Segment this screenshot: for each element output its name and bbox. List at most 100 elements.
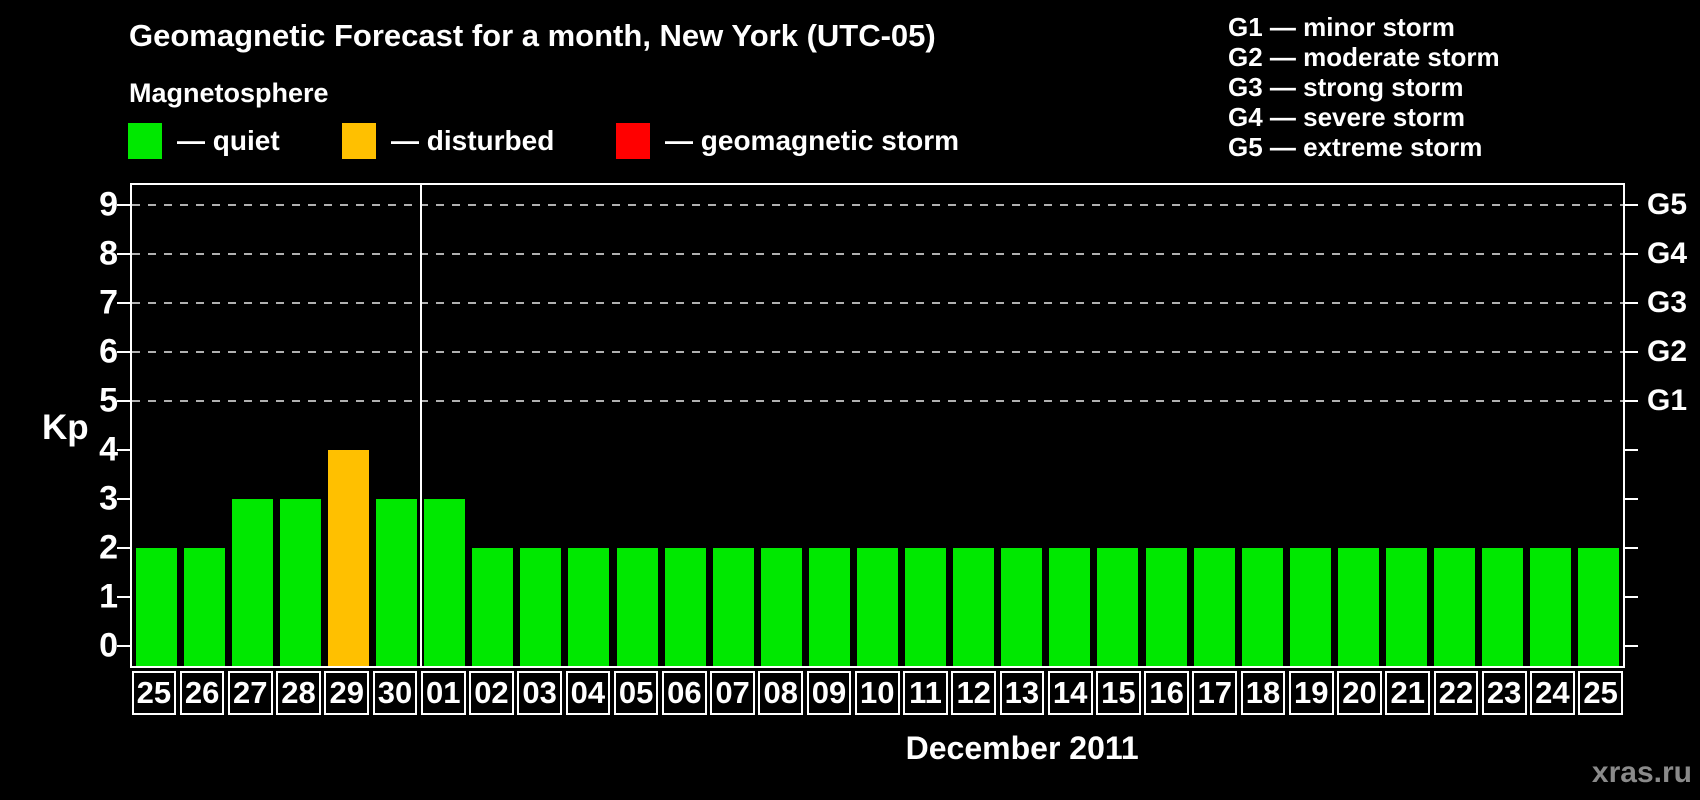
right-axis-label-g2: G2 — [1647, 334, 1688, 368]
date-box-7-day-02: 02 — [469, 671, 514, 715]
date-box-11-day-06: 06 — [661, 671, 707, 715]
date-box-9-day-04: 04 — [565, 671, 611, 715]
bar-day-17 — [1193, 548, 1235, 666]
bar-day-15 — [1097, 548, 1139, 666]
bar-day-26 — [183, 548, 225, 666]
right-axis-label-g1: G1 — [1647, 383, 1688, 417]
date-box-10-day-05: 05 — [613, 671, 659, 715]
y-axis-label: Kp — [42, 408, 89, 447]
legend-item-quiet: — quiet — [128, 122, 280, 160]
right-tick-kp-0 — [1625, 645, 1638, 648]
bar-day-23 — [1482, 548, 1524, 666]
date-box-19-day-14: 14 — [1047, 671, 1093, 715]
date-box-30-day-25: 25 — [1578, 671, 1623, 715]
date-box-2-day-27: 27 — [227, 671, 273, 715]
gridline-kp-5 — [132, 399, 1623, 402]
left-tick-kp-2 — [117, 547, 130, 550]
left-tick-kp-8 — [117, 252, 130, 255]
bar-day-07 — [712, 548, 754, 666]
bar-day-01 — [424, 499, 466, 666]
right-tick-kp-9 — [1625, 203, 1638, 206]
right-tick-kp-7 — [1625, 301, 1638, 304]
plot-area — [130, 183, 1625, 668]
gridline-kp-6 — [132, 350, 1623, 353]
date-box-16-day-11: 11 — [903, 671, 948, 715]
y-tick-label-0: 0 — [99, 626, 118, 665]
date-box-12-day-07: 07 — [710, 671, 755, 715]
bar-day-21 — [1386, 548, 1428, 666]
bar-day-04 — [568, 548, 610, 666]
g-legend-line-g5: G5 — extreme storm — [1228, 132, 1483, 162]
legend-label-quiet: — quiet — [177, 125, 280, 156]
bar-day-20 — [1337, 548, 1379, 666]
date-box-29-day-24: 24 — [1530, 671, 1575, 715]
right-tick-kp-2 — [1625, 547, 1638, 550]
legend-item-storm: — geomagnetic storm — [616, 122, 959, 160]
bar-day-03 — [520, 548, 562, 666]
date-box-21-day-16: 16 — [1144, 671, 1189, 715]
date-box-28-day-23: 23 — [1481, 671, 1527, 715]
chart-subtitle: Magnetosphere — [129, 78, 329, 108]
bar-day-08 — [760, 548, 802, 666]
y-tick-label-3: 3 — [99, 479, 118, 518]
bar-day-18 — [1241, 548, 1283, 666]
bar-day-25 — [1578, 548, 1620, 666]
right-tick-kp-5 — [1625, 399, 1638, 402]
right-tick-kp-3 — [1625, 498, 1638, 501]
legend-label-storm: — geomagnetic storm — [665, 125, 960, 156]
y-tick-label-5: 5 — [99, 381, 118, 420]
y-tick-label-9: 9 — [99, 185, 118, 224]
g-legend-line-g1: G1 — minor storm — [1228, 12, 1455, 42]
date-box-1-day-26: 26 — [179, 671, 225, 715]
chart-title: Geomagnetic Forecast for a month, New Yo… — [129, 18, 936, 53]
y-tick-label-2: 2 — [99, 528, 118, 567]
date-box-15-day-10: 10 — [854, 671, 900, 715]
bar-day-25 — [135, 548, 177, 666]
left-tick-kp-4 — [117, 449, 130, 452]
date-box-13-day-08: 08 — [758, 671, 804, 715]
date-box-22-day-17: 17 — [1192, 671, 1238, 715]
date-box-4-day-29: 29 — [324, 671, 370, 715]
date-box-6-day-01: 01 — [420, 671, 466, 715]
date-box-27-day-22: 22 — [1433, 671, 1479, 715]
g-legend-line-g3: G3 — strong storm — [1228, 72, 1464, 102]
date-box-20-day-15: 15 — [1096, 671, 1141, 715]
y-tick-label-4: 4 — [99, 430, 118, 469]
legend-label-disturbed: — disturbed — [391, 125, 555, 156]
g-legend-line-g4: G4 — severe storm — [1228, 102, 1466, 132]
date-box-25-day-20: 20 — [1337, 671, 1382, 715]
bar-day-10 — [857, 548, 898, 666]
gridline-kp-7 — [132, 301, 1623, 304]
storm-color-swatch — [616, 123, 650, 159]
date-box-23-day-18: 18 — [1240, 671, 1286, 715]
bar-day-16 — [1145, 548, 1187, 666]
left-tick-kp-0 — [117, 645, 130, 648]
bar-day-12 — [953, 548, 995, 666]
x-axis-month-label: December 2011 — [905, 730, 1139, 766]
left-tick-kp-1 — [117, 596, 130, 599]
right-tick-kp-6 — [1625, 350, 1638, 353]
bar-day-22 — [1434, 548, 1476, 666]
y-tick-label-7: 7 — [99, 283, 118, 322]
disturbed-color-swatch — [342, 123, 376, 159]
date-box-14-day-09: 09 — [806, 671, 852, 715]
right-axis-label-g4: G4 — [1647, 236, 1688, 270]
right-tick-kp-8 — [1625, 252, 1638, 255]
date-box-0-day-25: 25 — [131, 671, 177, 715]
left-tick-kp-6 — [117, 350, 130, 353]
g-legend-line-g2: G2 — moderate storm — [1228, 42, 1500, 72]
date-box-24-day-19: 19 — [1288, 671, 1334, 715]
right-axis-label-g3: G3 — [1647, 285, 1688, 319]
date-box-8-day-03: 03 — [517, 671, 563, 715]
bar-day-13 — [1001, 548, 1043, 666]
left-tick-kp-3 — [117, 498, 130, 501]
date-box-3-day-28: 28 — [276, 671, 321, 715]
date-box-26-day-21: 21 — [1385, 671, 1431, 715]
bar-day-19 — [1289, 548, 1331, 666]
left-tick-kp-7 — [117, 301, 130, 304]
bar-day-29 — [327, 450, 369, 666]
bar-day-05 — [616, 548, 658, 666]
y-tick-label-1: 1 — [99, 577, 118, 616]
bar-day-14 — [1049, 548, 1091, 666]
